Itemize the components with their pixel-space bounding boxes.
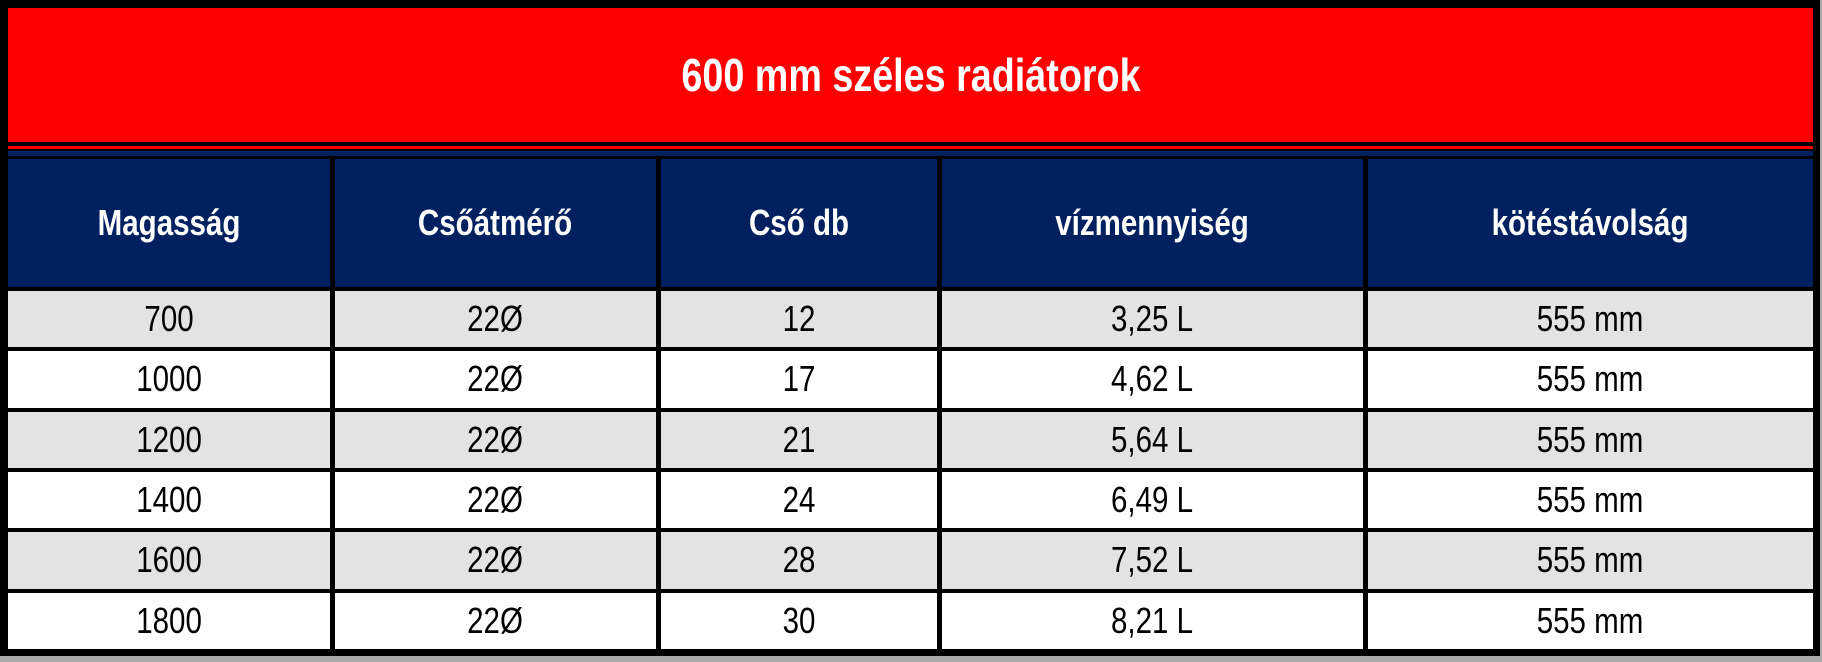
cell-value: 555 mm bbox=[1537, 479, 1644, 521]
header-label: vízmennyiség bbox=[1055, 202, 1250, 243]
header-cell-3: vízmennyiség bbox=[942, 159, 1363, 287]
cell-value: 17 bbox=[782, 358, 816, 400]
table-cell: 4,62 L bbox=[942, 351, 1363, 408]
header-cell-2: Cső db bbox=[661, 159, 938, 287]
table-cell: 22Ø bbox=[334, 351, 657, 408]
table-cell: 555 mm bbox=[1367, 532, 1814, 589]
table-body: 700 22Ø 12 3,25 L 555 mm 1000 22Ø 17 4,62 L 555 m… bbox=[8, 291, 1814, 649]
header-cell-1: Csőátmérő bbox=[334, 159, 657, 287]
separator-red-stripe bbox=[8, 146, 1813, 149]
cell-value: 700 bbox=[144, 298, 194, 340]
table-cell: 30 bbox=[661, 592, 938, 649]
table-cell: 1400 bbox=[8, 471, 330, 529]
cell-value: 12 bbox=[782, 298, 816, 340]
table-cell: 21 bbox=[661, 411, 938, 468]
cell-value: 22Ø bbox=[467, 599, 524, 641]
cell-value: 1200 bbox=[135, 418, 202, 460]
table-row: 1200 22Ø 21 5,64 L 555 mm bbox=[8, 411, 1814, 468]
cell-value: 555 mm bbox=[1537, 599, 1644, 641]
table-cell: 7,52 L bbox=[942, 532, 1363, 589]
table-cell: 24 bbox=[661, 471, 938, 529]
table-title: 600 mm széles radiátorok bbox=[680, 49, 1141, 101]
table-cell: 17 bbox=[661, 351, 938, 408]
cell-value: 8,21 L bbox=[1111, 599, 1194, 641]
cell-value: 6,49 L bbox=[1111, 479, 1194, 521]
cell-value: 555 mm bbox=[1537, 418, 1644, 460]
table-row: 1400 22Ø 24 6,49 L 555 mm bbox=[8, 471, 1814, 529]
cell-value: 555 mm bbox=[1537, 298, 1644, 340]
table-cell: 6,49 L bbox=[942, 471, 1363, 529]
table-cell: 555 mm bbox=[1367, 291, 1814, 348]
table-cell: 22Ø bbox=[334, 471, 657, 529]
table-cell: 555 mm bbox=[1367, 411, 1814, 468]
table-cell: 22Ø bbox=[334, 532, 657, 589]
header-label: Csőátmérő bbox=[418, 202, 573, 243]
header-label: Magasság bbox=[97, 202, 241, 243]
cell-value: 4,62 L bbox=[1111, 358, 1194, 400]
header-label: Cső db bbox=[749, 202, 850, 243]
table-cell: 3,25 L bbox=[942, 291, 1363, 348]
cell-value: 1600 bbox=[135, 539, 202, 581]
table-cell: 555 mm bbox=[1367, 471, 1814, 529]
cell-value: 7,52 L bbox=[1111, 539, 1194, 581]
header-cell-0: Magasság bbox=[8, 159, 330, 287]
cell-value: 22Ø bbox=[467, 539, 524, 581]
table-row: 1800 22Ø 30 8,21 L 555 mm bbox=[8, 592, 1814, 649]
header-cell-4: kötéstávolság bbox=[1367, 159, 1814, 287]
table-cell: 555 mm bbox=[1367, 351, 1814, 408]
cell-value: 21 bbox=[782, 418, 816, 460]
table-cell: 8,21 L bbox=[942, 592, 1363, 649]
table-cell: 1800 bbox=[8, 592, 330, 649]
table-cell: 1600 bbox=[8, 532, 330, 589]
table-title-banner: 600 mm széles radiátorok bbox=[8, 8, 1813, 142]
cell-value: 555 mm bbox=[1537, 358, 1644, 400]
cell-value: 22Ø bbox=[467, 418, 524, 460]
table-cell: 22Ø bbox=[334, 592, 657, 649]
table-cell: 555 mm bbox=[1367, 592, 1814, 649]
table-row: 1600 22Ø 28 7,52 L 555 mm bbox=[8, 532, 1814, 589]
table-cell: 28 bbox=[661, 532, 938, 589]
table-cell: 12 bbox=[661, 291, 938, 348]
separator-navy-stripe bbox=[8, 151, 1813, 156]
table-cell: 1200 bbox=[8, 411, 330, 468]
cell-value: 5,64 L bbox=[1111, 418, 1194, 460]
table-row: 1000 22Ø 17 4,62 L 555 mm bbox=[8, 351, 1814, 408]
table-cell: 1000 bbox=[8, 351, 330, 408]
table-cell: 5,64 L bbox=[942, 411, 1363, 468]
cell-value: 1400 bbox=[135, 479, 202, 521]
cell-value: 3,25 L bbox=[1111, 298, 1194, 340]
cell-value: 22Ø bbox=[467, 358, 524, 400]
cell-value: 555 mm bbox=[1537, 539, 1644, 581]
cell-value: 1800 bbox=[135, 599, 202, 641]
cell-value: 22Ø bbox=[467, 298, 524, 340]
cell-value: 22Ø bbox=[467, 479, 524, 521]
table-cell: 22Ø bbox=[334, 291, 657, 348]
header-label: kötéstávolság bbox=[1491, 202, 1689, 243]
cell-value: 30 bbox=[782, 599, 816, 641]
cell-value: 28 bbox=[782, 539, 816, 581]
cell-value: 24 bbox=[782, 479, 816, 521]
table-cell: 700 bbox=[8, 291, 330, 348]
header-row: Magasság Csőátmérő Cső db vízmennyiség kötés… bbox=[8, 159, 1814, 287]
table-cell: 22Ø bbox=[334, 411, 657, 468]
table-row: 700 22Ø 12 3,25 L 555 mm bbox=[8, 291, 1814, 348]
cell-value: 1000 bbox=[135, 358, 202, 400]
